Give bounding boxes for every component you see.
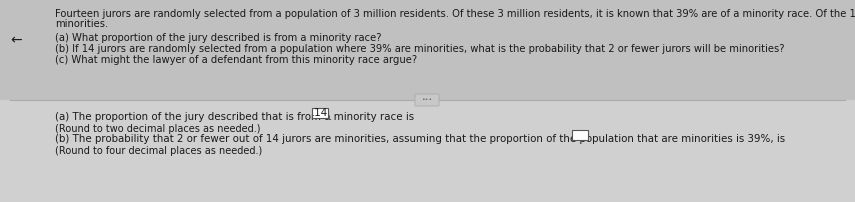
FancyBboxPatch shape (573, 130, 588, 140)
Text: Fourteen jurors are randomly selected from a population of 3 million residents. : Fourteen jurors are randomly selected fr… (55, 9, 855, 19)
Text: .14: .14 (312, 108, 328, 118)
Text: (Round to four decimal places as needed.): (Round to four decimal places as needed.… (55, 146, 262, 156)
Text: minorities.: minorities. (55, 19, 109, 29)
Bar (0, 0, 855, 100)
Text: (b) The probability that 2 or fewer out of 14 jurors are minorities, assuming th: (b) The probability that 2 or fewer out … (55, 134, 788, 144)
Text: (Round to two decimal places as needed.): (Round to two decimal places as needed.) (55, 124, 261, 134)
Text: (c) What might the lawyer of a defendant from this minority race argue?: (c) What might the lawyer of a defendant… (55, 55, 417, 65)
Text: ←: ← (10, 33, 21, 47)
Bar (0, 100, 855, 202)
FancyBboxPatch shape (415, 94, 439, 106)
FancyBboxPatch shape (312, 108, 328, 118)
Text: .: . (329, 112, 333, 122)
Text: (a) What proportion of the jury described is from a minority race?: (a) What proportion of the jury describe… (55, 33, 381, 43)
Text: •••: ••• (422, 98, 433, 102)
Text: (b) If 14 jurors are randomly selected from a population where 39% are minoritie: (b) If 14 jurors are randomly selected f… (55, 44, 785, 54)
Text: (a) The proportion of the jury described that is from a minority race is: (a) The proportion of the jury described… (55, 112, 417, 122)
